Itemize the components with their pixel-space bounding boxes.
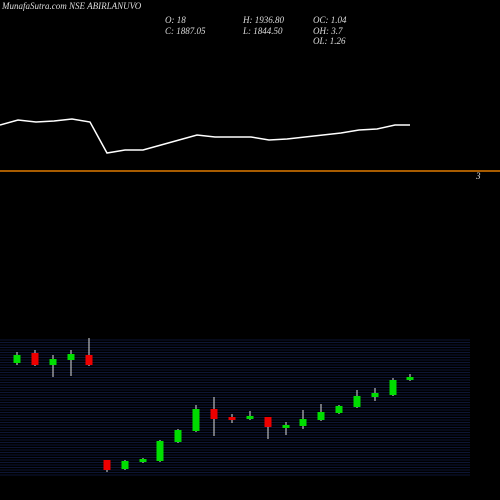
candle-body — [406, 377, 414, 380]
reference-label: 3 — [475, 171, 481, 181]
candle-body — [264, 417, 272, 427]
candle-body — [67, 354, 75, 360]
candle-body — [121, 461, 129, 469]
candle-body — [389, 380, 397, 395]
candle-body — [174, 430, 182, 442]
candle-body — [156, 441, 164, 461]
info-label: OC: 1.04 — [313, 15, 347, 25]
candle-body — [317, 412, 325, 420]
info-label: L: 1844.50 — [242, 26, 283, 36]
candle-body — [371, 393, 379, 397]
info-label: OH: 3.7 — [313, 26, 343, 36]
candle-body — [85, 355, 93, 365]
chart-title: MunafaSutra.com NSE ABIRLANUVO — [1, 1, 142, 11]
info-label: OL: 1.26 — [313, 36, 346, 46]
candle-body — [246, 416, 254, 419]
candle-body — [335, 406, 343, 413]
candle-body — [103, 460, 111, 470]
candle-body — [192, 409, 200, 431]
info-label: C: 1887.05 — [165, 26, 206, 36]
candle-body — [31, 353, 39, 365]
candle-body — [139, 459, 147, 462]
info-label: O: 18 — [165, 15, 186, 25]
candle-body — [228, 417, 236, 420]
candle-body — [353, 396, 361, 407]
candle-body — [13, 355, 21, 363]
price-line — [0, 118, 410, 154]
candle-body — [210, 409, 218, 419]
info-label: H: 1936.80 — [242, 15, 284, 25]
candle-body — [282, 425, 290, 428]
candle-body — [49, 359, 57, 365]
candle-body — [299, 419, 307, 426]
